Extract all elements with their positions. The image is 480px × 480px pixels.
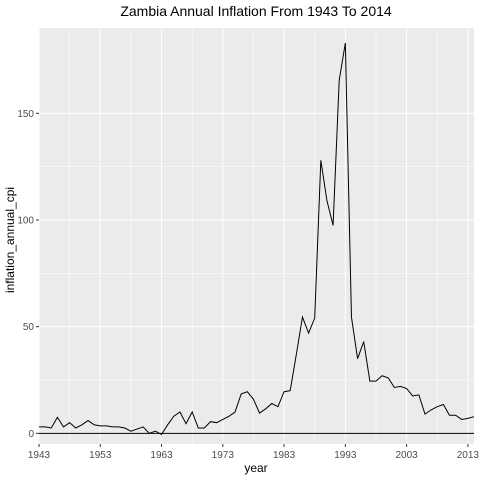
x-axis: 1943 1953 1963 1973 1983 1993 2003 2013: [28, 444, 480, 461]
y-axis: 0 50 100 150: [17, 109, 39, 440]
x-tick-label: 1973: [212, 450, 235, 461]
x-tick-label: 1943: [28, 450, 51, 461]
x-tick-label: 1963: [150, 450, 173, 461]
minor-grid: [39, 28, 474, 444]
chart-title: Zambia Annual Inflation From 1943 To 201…: [120, 3, 392, 19]
y-tick-label: 150: [17, 109, 34, 120]
x-tick-label: 2003: [395, 450, 418, 461]
x-tick-label: 1993: [334, 450, 357, 461]
plot-panel: [39, 28, 474, 444]
x-tick-label: 1953: [89, 450, 112, 461]
y-axis-label: inflation_annual_cpi: [3, 187, 17, 293]
major-grid: [38, 28, 474, 444]
x-axis-label: year: [244, 461, 267, 475]
x-tick-label: 1983: [273, 450, 296, 461]
y-tick-label: 0: [28, 429, 34, 440]
y-tick-label: 50: [23, 322, 35, 333]
y-tick-label: 100: [17, 216, 34, 227]
inflation-series-line: [39, 42, 475, 436]
x-tick-label: 2013: [457, 450, 480, 461]
